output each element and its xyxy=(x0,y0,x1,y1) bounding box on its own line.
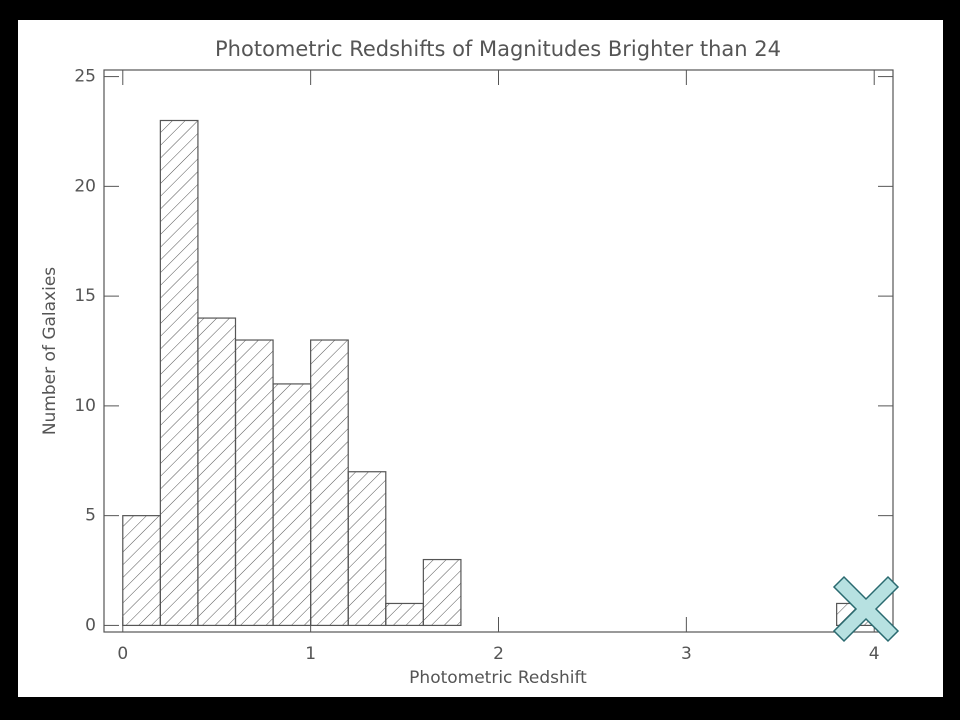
close-button[interactable] xyxy=(832,575,900,643)
x-axis-label: Photometric Redshift xyxy=(409,668,587,688)
x-tick-label: 0 xyxy=(117,644,128,664)
y-tick-label: 10 xyxy=(74,396,96,416)
y-tick-label: 25 xyxy=(74,67,96,87)
bar xyxy=(272,383,312,627)
y-tick-label: 5 xyxy=(85,506,96,526)
chart-title: Photometric Redshifts of Magnitudes Brig… xyxy=(215,37,781,61)
bar xyxy=(234,339,274,627)
y-tick-label: 15 xyxy=(74,286,96,306)
bar xyxy=(122,515,161,627)
x-tick-label: 1 xyxy=(305,644,316,664)
x-tick-label: 3 xyxy=(681,644,692,664)
bar xyxy=(159,119,199,627)
bar xyxy=(385,602,424,627)
x-tick-label: 4 xyxy=(869,644,880,664)
y-axis-label: Number of Galaxies xyxy=(40,267,60,435)
bar xyxy=(197,317,237,627)
x-tick-label: 2 xyxy=(493,644,504,664)
bar xyxy=(347,471,387,627)
y-tick-label: 20 xyxy=(74,176,96,196)
bar xyxy=(310,339,349,627)
y-tick-label: 0 xyxy=(85,615,96,635)
bar xyxy=(422,558,462,627)
close-icon[interactable] xyxy=(832,575,900,643)
plot: 0 5 10 15 20 25 0 1 2 3 4 xyxy=(74,67,893,664)
